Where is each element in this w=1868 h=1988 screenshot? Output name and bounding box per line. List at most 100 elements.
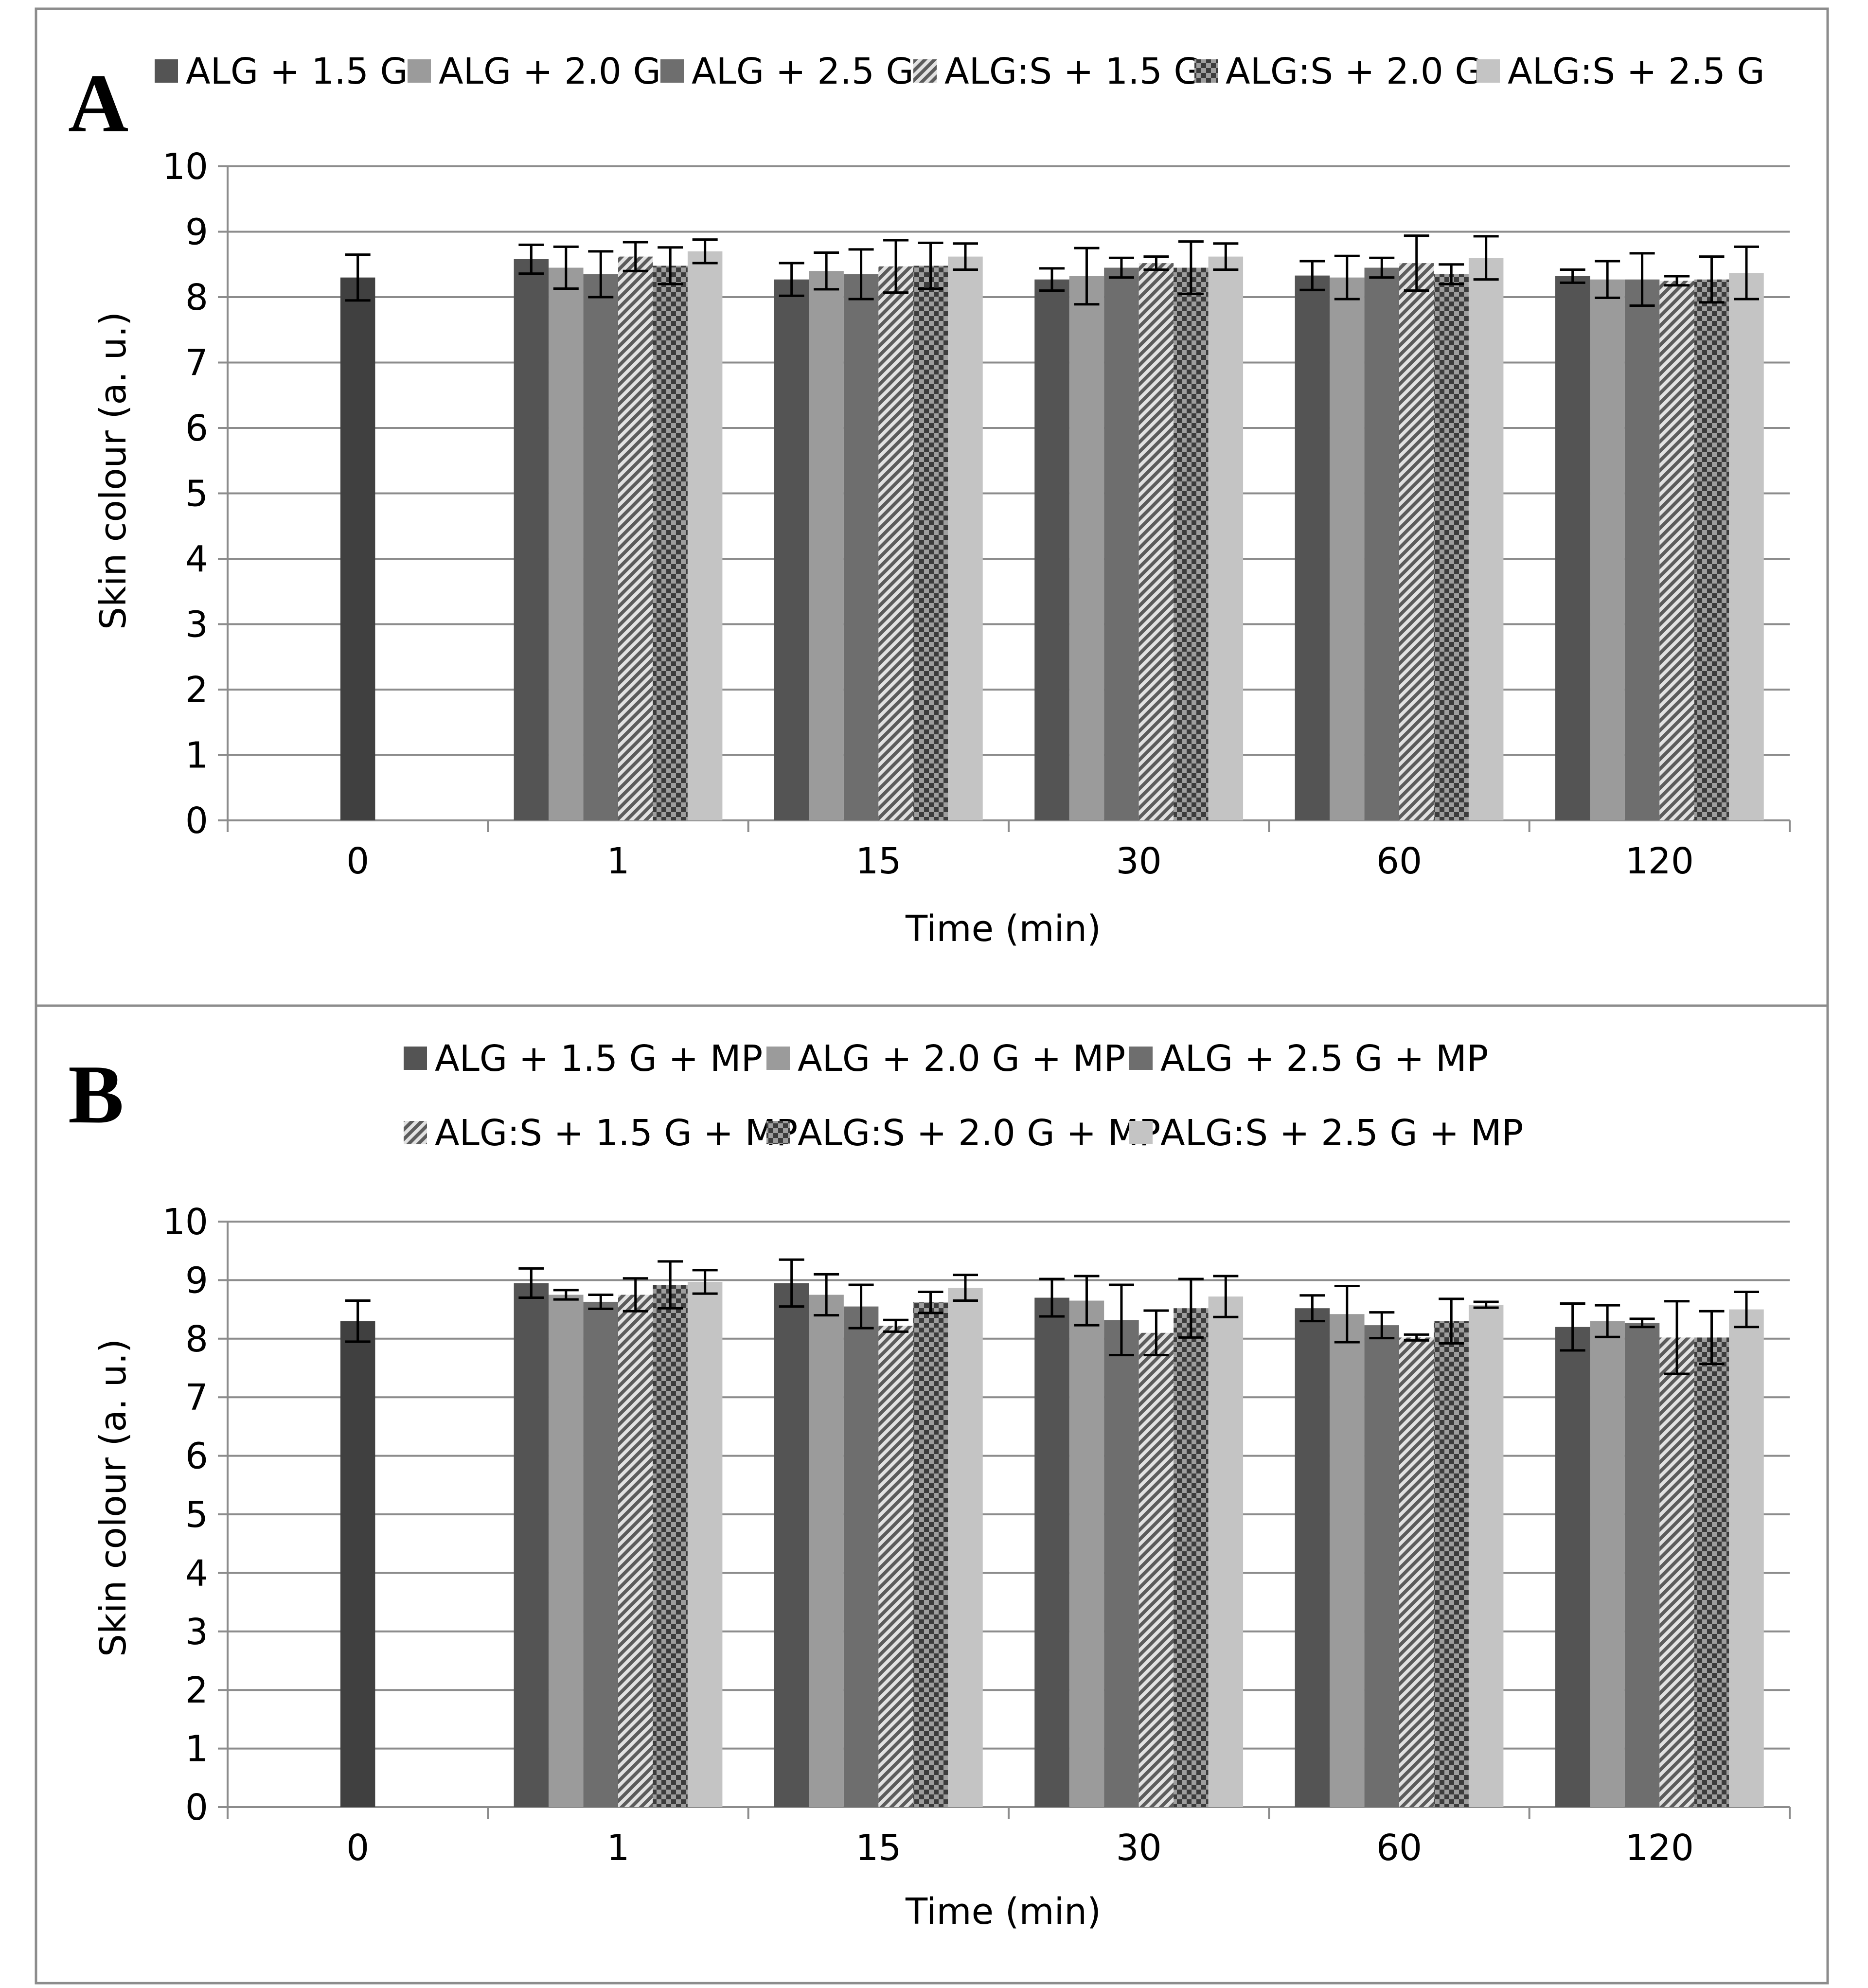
panel-a-y-tick-label: 5 [185,473,208,515]
panel-b-y-tick-label: 7 [185,1377,208,1419]
panel-a-legend-swatch [408,59,431,83]
panel-b-bar-series-1 [1034,1297,1069,1807]
panel-b-bar-series-1 [514,1283,549,1807]
panel-a-bar-baseline [340,277,375,820]
panel-b-x-tick-label: 30 [1116,1827,1162,1869]
panel-a-y-tick-label: 6 [185,408,208,449]
panel-a-legend-swatch [1477,59,1500,83]
panel-b-legend-label: ALG:S + 1.5 G + MP [435,1112,798,1154]
panel-b-legend-swatch [404,1121,427,1144]
panel-a-y-tick-label: 2 [185,669,208,711]
panel-a-bar-series-1 [774,279,809,820]
panel-b-bar-baseline [340,1321,375,1807]
panel-a-y-axis-title: Skin colour (a. u.) [92,312,134,630]
panel-a-bar-series-6 [1208,256,1244,820]
panel-a-bar-series-3 [583,274,618,820]
panel-b-x-tick-label: 60 [1376,1827,1422,1869]
panel-a-x-tick-label: 30 [1116,840,1162,882]
panel-a-legend-swatch [913,59,937,83]
panel-a-x-tick-label: 0 [346,840,369,882]
panel-b-legend-label: ALG + 1.5 G + MP [435,1038,763,1080]
panel-a-x-tick-label: 1 [606,840,629,882]
panel-b-x-tick-label: 1 [606,1827,629,1869]
panel-a-bar-series-5 [653,266,688,821]
panel-b-legend-swatch [1129,1121,1153,1144]
panel-b-frame [35,1004,1829,1985]
panel-b-bar-series-6 [1729,1309,1764,1807]
panel-b-bar-series-3 [1624,1323,1660,1807]
panel-a-bar-series-6 [1468,258,1504,820]
panel-b-x-tick-label: 15 [855,1827,901,1869]
panel-a-x-tick-label: 120 [1625,840,1694,882]
panel-a-y-tick-label: 10 [162,146,208,188]
panel-b-y-tick-label: 9 [185,1260,208,1301]
panel-a-bar-series-1 [1034,279,1069,820]
panel-a-legend-label: ALG + 1.5 G [186,51,408,92]
panel-b-bar-series-2 [549,1295,584,1807]
panel-b-x-tick-label: 120 [1625,1827,1694,1869]
panel-b-y-tick-label: 6 [185,1436,208,1477]
panel-a-legend-swatch [155,59,178,83]
panel-b-bar-series-6 [1468,1304,1504,1807]
panel-a-y-tick-label: 9 [185,212,208,253]
panel-b-bar-series-5 [913,1302,948,1807]
panel-a-bar-series-2 [549,267,584,820]
panel-a-y-tick-label: 7 [185,342,208,384]
panel-a-bar-series-3 [1624,279,1660,820]
panel-a-plot: 0 1 2 3 4 5 6 7 8 9 10 0 1 15 30 60 120 ALG + 1.5 G ALG + … [155,51,1791,882]
panel-a-bar-series-5 [1174,267,1209,820]
panel-a-bar-series-2 [1330,277,1365,820]
panel-a-y-tick-label: 0 [185,800,208,842]
panel-b-y-tick-label: 5 [185,1494,208,1536]
panel-b-bar-series-3 [1104,1320,1139,1807]
panel-a-bar-series-2 [809,271,844,821]
panel-a-bar-series-5 [1694,279,1729,820]
panel-b-legend-swatch [1129,1047,1153,1070]
panel-a-bar-series-4 [1659,281,1694,820]
panel-b-x-axis-title: Time (min) [905,1891,1101,1933]
panel-a-bar-series-3 [1104,267,1139,820]
panel-a-legend-swatch [660,59,684,83]
panel-b-bar-series-6 [948,1288,983,1807]
panel-b-bar-series-5 [1174,1308,1209,1807]
panel-a-bar-series-3 [1364,267,1399,820]
panel-b-bar-series-1 [1555,1327,1590,1807]
panel-b-letter: B [68,1048,124,1141]
panel-b-bar-series-6 [687,1282,723,1807]
panel-b-bar-series-1 [774,1283,809,1807]
panel-a-x-axis-title: Time (min) [905,908,1101,950]
panel-a-bar-series-3 [843,274,879,820]
panel-b-legend-swatch [766,1047,790,1070]
panel-b-bar-series-1 [1295,1308,1330,1807]
panel-b-y-tick-label: 2 [185,1669,208,1711]
panel-b-y-tick-label: 3 [185,1611,208,1653]
panel-b-plot: 0 1 2 3 4 5 6 7 8 9 10 0 1 15 30 60 120 ALG + 1.5 G + MP A… [162,1038,1791,1869]
panel-a-y-tick-label: 1 [185,735,208,777]
panel-b-legend-label: ALG:S + 2.5 G + MP [1160,1112,1523,1154]
panel-a-legend-label: ALG + 2.5 G [692,51,914,92]
panel-b-bar-series-2 [1590,1321,1625,1807]
panel-b-bar-series-2 [1330,1314,1365,1807]
panel-a-legend-label: ALG:S + 1.5 G [944,51,1202,92]
panel-b-y-tick-label: 4 [185,1552,208,1594]
panel-b-bar-series-3 [843,1306,879,1807]
panel-a-bar-series-1 [514,259,549,820]
panel-b-bar-series-5 [1694,1337,1729,1807]
panel-b-bar-series-5 [1434,1321,1469,1807]
panel-a-bar-series-1 [1295,275,1330,820]
panel-a-y-tick-label: 3 [185,604,208,646]
panel-a-y-tick-label: 8 [185,277,208,319]
panel-b-bar-series-4 [618,1295,653,1807]
panel-a-bar-series-4 [878,266,913,821]
panel-a-bar-series-6 [687,251,723,820]
panel-b-legend-label: ALG + 2.5 G + MP [1160,1038,1488,1080]
panel-a-x-tick-label: 60 [1376,840,1422,882]
panel-b-y-axis-title: Skin colour (a. u.) [92,1339,134,1657]
panel-b-bar-series-4 [878,1326,913,1807]
panel-a-legend-label: ALG:S + 2.0 G [1226,51,1483,92]
panel-b-legend-label: ALG + 2.0 G + MP [798,1038,1125,1080]
panel-b-bar-series-4 [1659,1337,1694,1807]
panel-b-bar-series-2 [809,1295,844,1807]
panel-a-bar-series-2 [1069,276,1104,821]
